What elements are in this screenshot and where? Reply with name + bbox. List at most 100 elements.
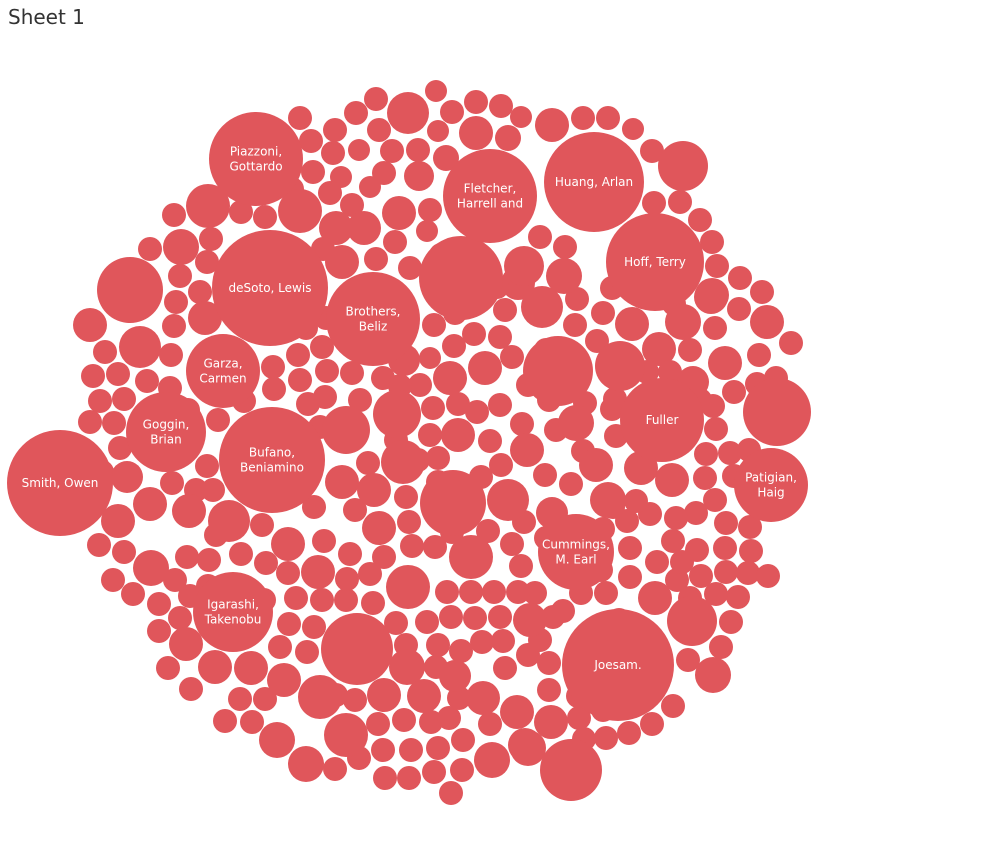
bubble bbox=[298, 675, 342, 719]
bubble bbox=[373, 766, 397, 790]
bubble bbox=[439, 781, 463, 805]
bubble bbox=[446, 392, 470, 416]
bubble bbox=[162, 314, 186, 338]
bubble bbox=[713, 536, 737, 560]
bubble bbox=[459, 580, 483, 604]
bubble bbox=[694, 442, 718, 466]
bubble bbox=[500, 532, 524, 556]
bubble bbox=[615, 307, 649, 341]
bubble bbox=[295, 640, 319, 664]
bubble bbox=[213, 709, 237, 733]
bubble bbox=[594, 726, 618, 750]
bubble bbox=[172, 494, 206, 528]
bubble bbox=[188, 280, 212, 304]
bubble bbox=[102, 411, 126, 435]
bubble bbox=[301, 555, 335, 589]
bubble bbox=[406, 138, 430, 162]
bubble bbox=[301, 160, 325, 184]
bubble bbox=[259, 722, 295, 758]
bubble bbox=[147, 619, 171, 643]
bubble bbox=[416, 220, 438, 242]
bubble bbox=[179, 677, 203, 701]
bubble bbox=[489, 94, 513, 118]
bubble bbox=[268, 635, 292, 659]
bubble bbox=[324, 713, 368, 757]
bubble-label: deSoto, Lewis bbox=[229, 281, 312, 295]
bubble bbox=[387, 92, 429, 134]
bubble bbox=[441, 418, 475, 452]
bubble bbox=[709, 635, 733, 659]
bubble bbox=[440, 100, 464, 124]
bubble bbox=[359, 176, 381, 198]
bubble bbox=[433, 361, 467, 395]
bubble bbox=[421, 396, 445, 420]
bubble bbox=[288, 746, 324, 782]
bubble bbox=[618, 536, 642, 560]
bubble bbox=[160, 471, 184, 495]
bubble bbox=[694, 280, 728, 314]
bubble-label: Goggin, bbox=[143, 418, 190, 432]
bubble bbox=[703, 316, 727, 340]
bubble bbox=[714, 560, 738, 584]
bubble bbox=[106, 362, 130, 386]
bubble bbox=[684, 501, 708, 525]
bubble bbox=[101, 568, 125, 592]
bubble bbox=[386, 565, 430, 609]
bubble bbox=[779, 331, 803, 355]
bubble bbox=[700, 230, 724, 254]
bubble bbox=[750, 305, 784, 339]
bubble bbox=[93, 340, 117, 364]
bubble bbox=[678, 338, 702, 362]
bubble bbox=[726, 585, 750, 609]
bubble bbox=[325, 245, 359, 279]
bubble bbox=[504, 246, 544, 286]
bubble bbox=[488, 605, 512, 629]
bubble bbox=[229, 542, 253, 566]
bubble bbox=[271, 527, 305, 561]
bubble bbox=[357, 473, 391, 507]
bubble bbox=[450, 758, 474, 782]
bubble bbox=[394, 485, 418, 509]
bubble bbox=[208, 500, 250, 542]
bubble bbox=[111, 461, 143, 493]
bubble bbox=[335, 567, 359, 591]
bubble bbox=[344, 101, 368, 125]
bubble bbox=[206, 408, 230, 432]
bubble bbox=[537, 678, 561, 702]
bubble bbox=[594, 581, 618, 605]
bubble bbox=[133, 550, 169, 586]
bubble bbox=[262, 377, 286, 401]
bubble-label: Garza, bbox=[203, 357, 242, 371]
bubble bbox=[426, 736, 450, 760]
bubble bbox=[528, 225, 552, 249]
bubble bbox=[228, 687, 252, 711]
bubble bbox=[464, 90, 488, 114]
bubble bbox=[81, 364, 105, 388]
bubble bbox=[509, 554, 533, 578]
bubble bbox=[491, 629, 515, 653]
bubble-label: Brian bbox=[150, 433, 181, 447]
bubble bbox=[425, 80, 447, 102]
bubble bbox=[488, 393, 512, 417]
bubble bbox=[253, 205, 277, 229]
bubble-label: Cummings, bbox=[542, 538, 610, 552]
bubble-label: Fuller bbox=[646, 413, 679, 427]
bubble bbox=[261, 355, 285, 379]
bubble bbox=[310, 588, 334, 612]
bubble bbox=[361, 591, 385, 615]
bubble-label: M. Earl bbox=[555, 553, 596, 567]
bubble bbox=[88, 389, 112, 413]
bubble bbox=[695, 657, 731, 693]
bubble bbox=[415, 610, 439, 634]
bubble bbox=[156, 656, 180, 680]
bubble bbox=[422, 313, 446, 337]
bubble bbox=[383, 230, 407, 254]
bubble bbox=[418, 198, 442, 222]
bubble bbox=[382, 196, 416, 230]
bubble bbox=[474, 742, 510, 778]
bubble bbox=[693, 466, 717, 490]
bubble bbox=[358, 562, 382, 586]
bubble bbox=[667, 596, 717, 646]
bubble-label: Brothers, bbox=[346, 305, 401, 319]
bubble bbox=[87, 533, 111, 557]
